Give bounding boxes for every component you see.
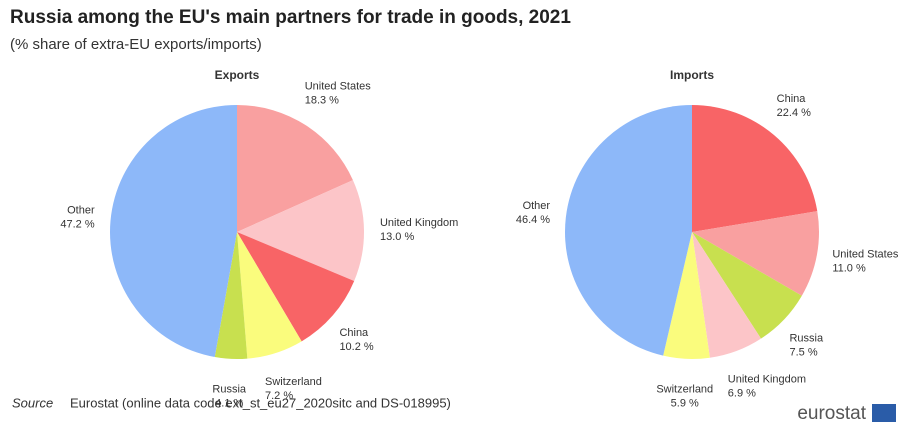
slice-name: Other bbox=[523, 200, 551, 212]
pie-slice bbox=[237, 232, 302, 359]
slice-value: 6.9 % bbox=[728, 387, 756, 399]
slice-name: Russia bbox=[789, 333, 824, 345]
slice-value: 22.4 % bbox=[777, 107, 811, 119]
title: Russia among the EU's main partners for … bbox=[10, 7, 571, 28]
slice-value: 47.2 % bbox=[60, 218, 94, 230]
slice-name: Switzerland bbox=[656, 384, 713, 396]
slice-value: 5.9 % bbox=[671, 398, 699, 410]
pie-slice bbox=[692, 232, 761, 358]
logo: eurostat bbox=[797, 403, 866, 424]
slice-name: China bbox=[339, 327, 369, 339]
pie-slice bbox=[565, 105, 692, 356]
slice-name: United Kingdom bbox=[380, 217, 458, 229]
source: Eurostat (online data code ext_st_eu27_2… bbox=[70, 395, 451, 410]
slice-value: 4.1 % bbox=[215, 398, 243, 410]
pie-slice bbox=[663, 232, 710, 359]
slice-value: 18.3 % bbox=[305, 94, 339, 106]
slice-value: 10.2 % bbox=[339, 341, 373, 353]
subtitle: (% share of extra-EU exports/imports) bbox=[10, 36, 262, 53]
pie-slice bbox=[692, 105, 818, 232]
slice-name: Switzerland bbox=[265, 376, 322, 388]
slice-value: 7.5 % bbox=[789, 347, 817, 359]
pie-slice bbox=[110, 105, 237, 358]
pie-slice bbox=[237, 232, 355, 342]
pie-slice bbox=[214, 232, 248, 359]
slice-value: 7.2 % bbox=[265, 390, 293, 402]
slice-value: 11.0 % bbox=[832, 263, 866, 275]
slice-name: Other bbox=[67, 204, 95, 216]
pie-title: Imports bbox=[670, 68, 714, 82]
slice-name: United States bbox=[305, 80, 372, 92]
pie-title: Exports bbox=[215, 68, 260, 82]
pie-slice bbox=[237, 105, 353, 232]
slice-value: 46.4 % bbox=[516, 214, 550, 226]
pie-slice bbox=[692, 211, 819, 296]
slice-name: China bbox=[777, 93, 807, 105]
source-label: Source bbox=[12, 395, 53, 410]
pie-slice bbox=[692, 232, 802, 339]
slice-value: 13.0 % bbox=[380, 231, 414, 243]
slice-name: United Kingdom bbox=[728, 373, 806, 385]
logo-flag bbox=[872, 404, 896, 422]
slice-name: Russia bbox=[212, 384, 247, 396]
slice-name: United States bbox=[832, 249, 899, 261]
pie-slice bbox=[237, 180, 364, 281]
